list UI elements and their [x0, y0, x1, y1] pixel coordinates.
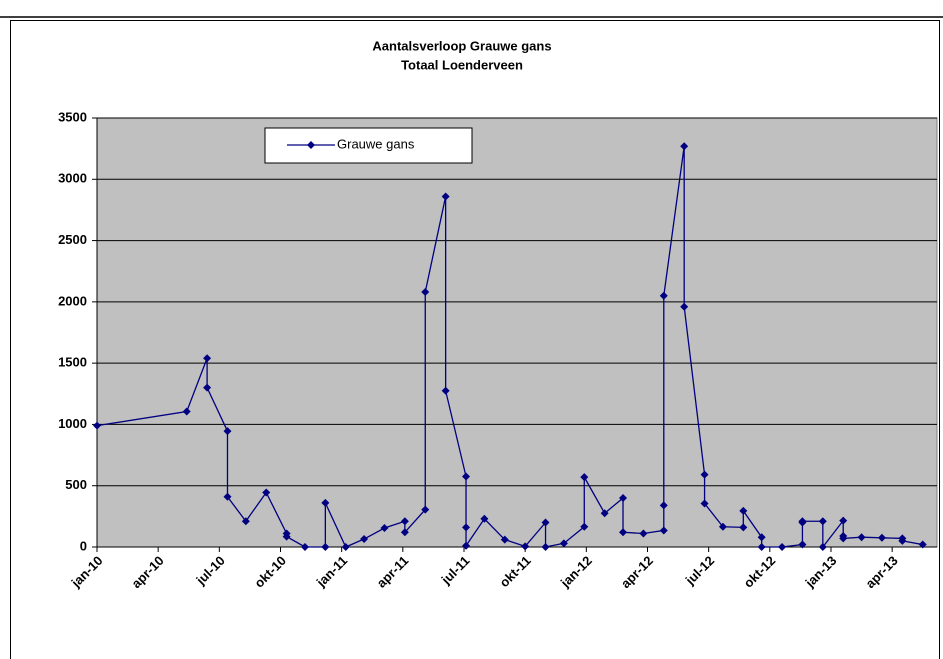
data-point [659, 291, 668, 300]
data-point [659, 501, 668, 510]
data-point [600, 509, 609, 518]
data-point [521, 542, 530, 551]
data-point [400, 528, 409, 537]
data-point [241, 517, 250, 526]
data-point [223, 427, 232, 436]
data-point [262, 488, 271, 497]
legend-marker [307, 141, 315, 149]
data-point [282, 532, 291, 541]
data-point [182, 407, 191, 416]
data-point [639, 529, 648, 538]
data-point [559, 539, 568, 548]
data-point [541, 518, 550, 527]
data-point [360, 535, 369, 544]
data-point [619, 528, 628, 537]
data-point [718, 522, 727, 531]
data-point [700, 499, 709, 508]
data-point [839, 516, 848, 525]
data-point [877, 533, 886, 542]
data-point [680, 142, 689, 151]
data-point [341, 543, 350, 551]
data-point [580, 522, 589, 531]
y-tick-label: 0 [80, 538, 87, 553]
data-point [739, 506, 748, 515]
plot-area [96, 117, 938, 548]
data-point [462, 472, 471, 481]
data-point [462, 523, 471, 532]
data-point [441, 192, 450, 201]
data-point [462, 541, 471, 550]
data-point [739, 523, 748, 532]
data-point [857, 533, 866, 542]
data-point [400, 517, 409, 526]
data-point [480, 514, 489, 523]
data-point [659, 526, 668, 535]
data-point [898, 536, 907, 545]
data-point [818, 517, 827, 526]
data-point [203, 354, 212, 363]
data-point [798, 540, 807, 549]
y-tick-label: 3500 [58, 109, 87, 124]
legend-label: Grauwe gans [337, 136, 415, 151]
data-point [421, 288, 430, 297]
data-point [541, 543, 550, 551]
y-tick-label: 3000 [58, 171, 87, 186]
y-tick-label: 2000 [58, 293, 87, 308]
data-point [680, 302, 689, 311]
data-point [93, 421, 101, 430]
data-point [818, 543, 827, 551]
data-point [441, 386, 450, 395]
y-tick-label: 2500 [58, 232, 87, 247]
data-point [619, 493, 628, 502]
data-point [421, 505, 430, 514]
data-point [798, 517, 807, 526]
chart-title: Aantalsverloop Grauwe gans [372, 38, 551, 53]
data-point [757, 533, 766, 542]
data-point [580, 473, 589, 482]
data-point [757, 543, 766, 551]
data-point [380, 524, 389, 533]
data-point [500, 535, 509, 544]
y-tick-label: 500 [65, 477, 87, 492]
chart-subtitle: Totaal Loenderveen [401, 57, 523, 72]
data-point [321, 498, 330, 507]
data-point [918, 540, 927, 549]
data-point [700, 470, 709, 479]
data-point [839, 534, 848, 543]
y-tick-label: 1500 [58, 355, 87, 370]
data-point [778, 543, 787, 551]
data-point [321, 543, 330, 551]
data-point [223, 492, 232, 501]
data-point [300, 543, 309, 551]
data-point [203, 383, 212, 392]
y-tick-label: 1000 [58, 416, 87, 431]
